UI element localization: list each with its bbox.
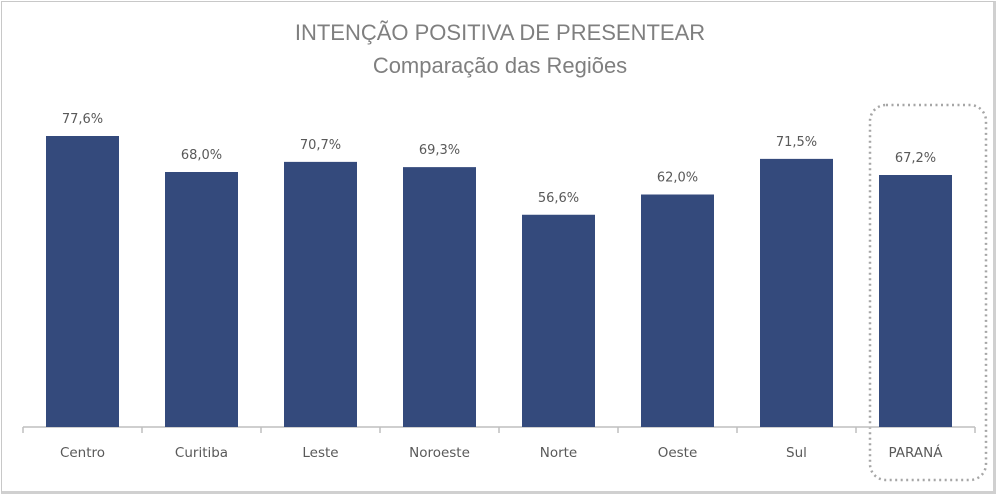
chart-subtitle: Comparação das Regiões: [372, 53, 628, 78]
x-tick-label: PARANÁ: [889, 444, 944, 461]
data-label: 67,2%: [895, 151, 936, 166]
data-label: 70,7%: [300, 138, 341, 153]
bar-oeste: [641, 194, 714, 427]
highlight-box: [868, 103, 988, 482]
x-tick-label: Centro: [60, 445, 105, 461]
bar-leste: [284, 161, 357, 427]
data-label: 68,0%: [181, 148, 222, 163]
x-tick-label: Oeste: [658, 445, 698, 461]
x-tick-label: Noroeste: [409, 445, 470, 461]
bar-noroeste: [403, 167, 476, 427]
data-label: 69,3%: [419, 143, 460, 158]
bar-curitiba: [165, 172, 238, 427]
data-label: 62,0%: [657, 171, 698, 186]
bar-paraná: [879, 175, 952, 427]
data-label: 56,6%: [538, 191, 579, 206]
bar-norte: [522, 214, 595, 427]
bar-sul: [760, 158, 833, 427]
x-tick-label: Norte: [540, 445, 578, 461]
x-tick-label: Curitiba: [175, 445, 228, 461]
bar-centro: [46, 136, 119, 427]
chart-title: INTENÇÃO POSITIVA DE PRESENTEAR: [294, 20, 706, 45]
data-label: 77,6%: [62, 112, 103, 127]
x-tick-label: Leste: [302, 445, 338, 461]
x-tick-label: Sul: [786, 445, 807, 461]
data-label: 71,5%: [776, 135, 817, 150]
